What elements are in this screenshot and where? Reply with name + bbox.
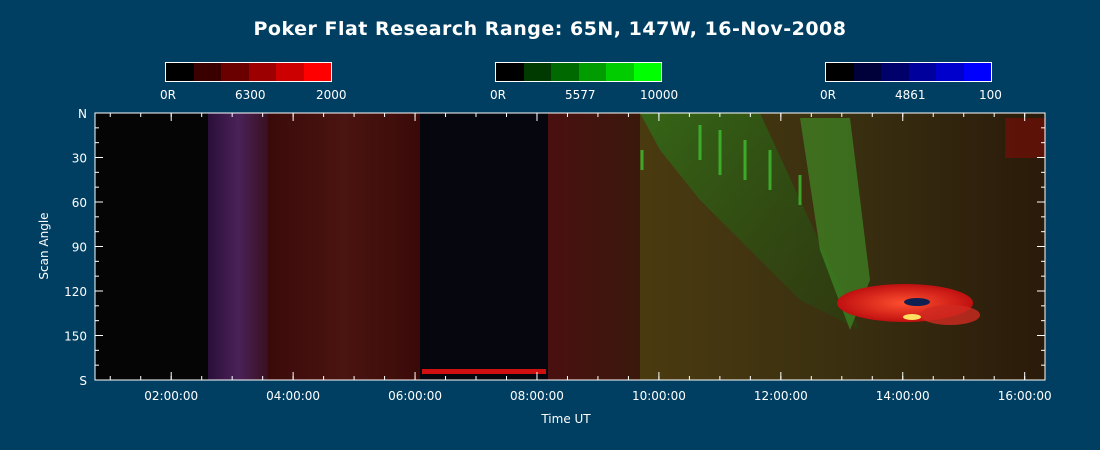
colorbar-segment bbox=[908, 63, 936, 81]
colorbar-segment bbox=[578, 63, 606, 81]
x-tick-label: 16:00:00 bbox=[998, 389, 1052, 403]
colorbar-5577-min-label: 0R bbox=[490, 88, 506, 102]
y-tick-label: S bbox=[79, 374, 87, 388]
colorbar-segment bbox=[633, 63, 661, 81]
colorbar-segment bbox=[193, 63, 221, 81]
bright-core bbox=[903, 314, 921, 320]
red-aurora-tail bbox=[920, 305, 980, 325]
colorbar-segment bbox=[606, 63, 634, 81]
colorbar-4861-max-label: 100 bbox=[979, 88, 1002, 102]
colorbar-4861 bbox=[825, 62, 992, 82]
x-tick-label: 02:00:00 bbox=[144, 389, 198, 403]
chart-title: Poker Flat Research Range: 65N, 147W, 16… bbox=[253, 18, 847, 40]
colorbar-segment bbox=[826, 63, 854, 81]
axes: 02:00:00 04:00:00 06:00:00 08:00:00 10:00:00… bbox=[64, 107, 1052, 403]
colorbar-6300 bbox=[165, 62, 332, 82]
aurora-band-red bbox=[268, 113, 420, 380]
green-arc-core bbox=[800, 118, 870, 330]
y-tick-label: N bbox=[78, 107, 87, 121]
colorbar-segment bbox=[936, 63, 964, 81]
y-tick-label: 120 bbox=[64, 285, 87, 299]
y-tick-label: 150 bbox=[64, 330, 87, 344]
colorbar-segment bbox=[496, 63, 524, 81]
colorbar-segment bbox=[276, 63, 304, 81]
colorbar-4861-wavelength-label: 4861 bbox=[895, 88, 926, 102]
colorbar-segment bbox=[881, 63, 909, 81]
colorbar-segment bbox=[221, 63, 249, 81]
y-tick-label: 60 bbox=[72, 196, 87, 210]
x-tick-label: 04:00:00 bbox=[266, 389, 320, 403]
y-tick-label: 90 bbox=[72, 241, 87, 255]
colorbar-segment bbox=[551, 63, 579, 81]
colorbar-segment bbox=[166, 63, 194, 81]
y-tick-label: 30 bbox=[72, 152, 87, 166]
x-tick-label: 12:00:00 bbox=[754, 389, 808, 403]
colorbar-segment bbox=[963, 63, 991, 81]
x-tick-label: 14:00:00 bbox=[876, 389, 930, 403]
x-tick-label: 10:00:00 bbox=[632, 389, 686, 403]
red-patch-north bbox=[1005, 118, 1045, 158]
colorbar-6300-min-label: 0R bbox=[160, 88, 176, 102]
dark-band bbox=[420, 113, 548, 380]
colorbar-5577-max-label: 10000 bbox=[640, 88, 679, 102]
x-axis-label: Time UT bbox=[540, 412, 591, 426]
y-axis-label: Scan Angle bbox=[37, 212, 51, 279]
colorbar-6300-max-label: 2000 bbox=[316, 88, 347, 102]
keogram-image bbox=[95, 113, 1045, 380]
colorbar-segment bbox=[523, 63, 551, 81]
colorbar-segment bbox=[303, 63, 331, 81]
colorbar-5577 bbox=[495, 62, 662, 82]
aurora-band-red-2 bbox=[548, 113, 640, 380]
x-tick-label: 06:00:00 bbox=[388, 389, 442, 403]
red-streak-south bbox=[422, 369, 546, 374]
colorbar-6300-wavelength-label: 6300 bbox=[235, 88, 266, 102]
colorbar-segment bbox=[853, 63, 881, 81]
dark-core bbox=[904, 298, 930, 306]
colorbar-5577-wavelength-label: 5577 bbox=[565, 88, 596, 102]
x-tick-label: 08:00:00 bbox=[510, 389, 564, 403]
aurora-band-violet bbox=[208, 113, 268, 380]
green-arc bbox=[640, 113, 860, 330]
colorbar-4861-min-label: 0R bbox=[820, 88, 836, 102]
colorbar-segment bbox=[248, 63, 276, 81]
